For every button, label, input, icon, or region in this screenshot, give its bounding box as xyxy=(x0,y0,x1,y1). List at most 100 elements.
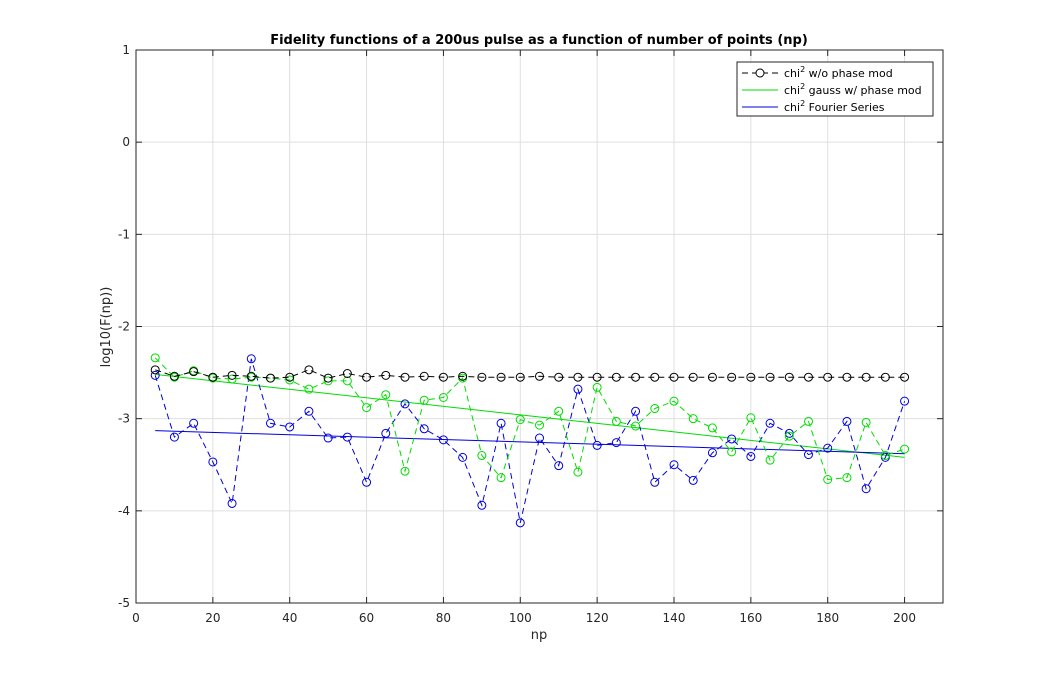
y-tick-label: -1 xyxy=(118,227,130,241)
data-point xyxy=(150,370,160,380)
x-tick-label: 0 xyxy=(132,611,140,625)
data-point xyxy=(342,376,352,386)
x-tick-label: 40 xyxy=(282,611,297,625)
x-tick-label: 180 xyxy=(816,611,839,625)
data-point xyxy=(227,370,237,380)
data-point xyxy=(438,392,448,402)
data-point xyxy=(535,371,544,381)
data-point xyxy=(592,440,602,450)
data-point xyxy=(515,415,525,425)
series-0 xyxy=(150,365,910,383)
data-point xyxy=(861,484,871,494)
data-point xyxy=(784,431,794,441)
data-point xyxy=(554,372,564,382)
data-point xyxy=(304,365,314,375)
legend: chi2 w/o phase mod chi2 gauss w/ phase mo… xyxy=(736,61,934,117)
data-point xyxy=(746,451,756,461)
data-point xyxy=(842,372,852,382)
y-tick-labels: -5 -4 -3 -2 -1 0 1 xyxy=(118,43,130,610)
data-point xyxy=(611,372,621,382)
data-point xyxy=(342,369,352,379)
data-point xyxy=(381,428,391,438)
data-point xyxy=(169,371,179,381)
series-layer xyxy=(150,353,910,528)
data-point xyxy=(323,433,333,443)
data-point xyxy=(746,372,756,382)
x-tick-label: 60 xyxy=(359,611,374,625)
data-point xyxy=(842,473,852,483)
data-point xyxy=(535,433,544,443)
x-axis-label: np xyxy=(531,628,548,643)
data-point xyxy=(746,413,756,423)
data-point xyxy=(823,474,833,484)
data-point xyxy=(400,466,410,476)
data-point xyxy=(765,372,775,382)
y-tick-label: -3 xyxy=(118,412,130,426)
data-point xyxy=(880,372,890,382)
data-point xyxy=(496,372,506,382)
data-point xyxy=(804,450,813,460)
data-point xyxy=(688,475,698,485)
data-point xyxy=(900,396,910,406)
data-point xyxy=(477,500,487,510)
x-tick-label: 100 xyxy=(509,611,532,625)
data-point xyxy=(304,384,314,394)
data-point xyxy=(419,424,429,434)
data-point xyxy=(208,457,218,467)
fit-line xyxy=(155,430,905,455)
data-point xyxy=(804,372,813,382)
y-tick-label: 0 xyxy=(122,135,130,149)
x-tick-label: 120 xyxy=(586,611,609,625)
legend-entry: chi2 Fourier Series xyxy=(742,99,885,114)
data-point xyxy=(611,416,621,426)
data-point xyxy=(285,375,295,385)
data-point xyxy=(823,443,833,453)
x-tick-labels: 0 20 40 60 80 100 120 140 160 180 200 xyxy=(132,611,916,625)
x-tick-label: 160 xyxy=(739,611,762,625)
data-point xyxy=(419,395,429,405)
y-tick-label: -5 xyxy=(118,596,130,610)
data-point xyxy=(650,372,660,382)
data-point xyxy=(477,372,487,382)
data-point xyxy=(381,370,391,380)
data-point xyxy=(554,461,564,471)
data-point xyxy=(650,477,660,487)
data-point xyxy=(266,418,275,428)
data-point xyxy=(227,374,237,384)
data-point xyxy=(266,373,275,383)
data-point xyxy=(496,473,506,483)
data-point xyxy=(285,422,295,432)
y-tick-label: -4 xyxy=(118,504,130,518)
data-point xyxy=(823,372,833,382)
data-point xyxy=(727,372,737,382)
y-tick-label: 1 xyxy=(122,43,130,57)
data-point xyxy=(880,451,890,461)
data-point xyxy=(707,448,717,458)
plot-area xyxy=(135,49,944,604)
data-point xyxy=(707,372,717,382)
data-point xyxy=(573,467,583,477)
data-point xyxy=(150,353,160,363)
series-line xyxy=(155,369,905,379)
data-point xyxy=(765,455,775,465)
data-point xyxy=(707,423,717,433)
data-point xyxy=(669,396,679,406)
data-point xyxy=(554,406,564,416)
series-line xyxy=(154,357,905,481)
data-point xyxy=(515,518,525,528)
legend-label: chi2 gauss w/ phase mod xyxy=(784,82,922,97)
data-point xyxy=(169,432,179,442)
data-point xyxy=(535,420,544,430)
series-line xyxy=(154,358,906,523)
legend-label: chi2 w/o phase mod xyxy=(784,65,893,80)
data-point xyxy=(631,421,641,431)
data-point xyxy=(631,372,641,382)
data-point xyxy=(669,460,679,470)
data-point xyxy=(861,417,871,427)
data-point xyxy=(765,418,775,428)
data-point xyxy=(592,372,602,382)
data-point xyxy=(496,418,506,428)
data-point xyxy=(381,390,391,400)
data-point xyxy=(727,434,737,444)
data-point xyxy=(669,372,679,382)
